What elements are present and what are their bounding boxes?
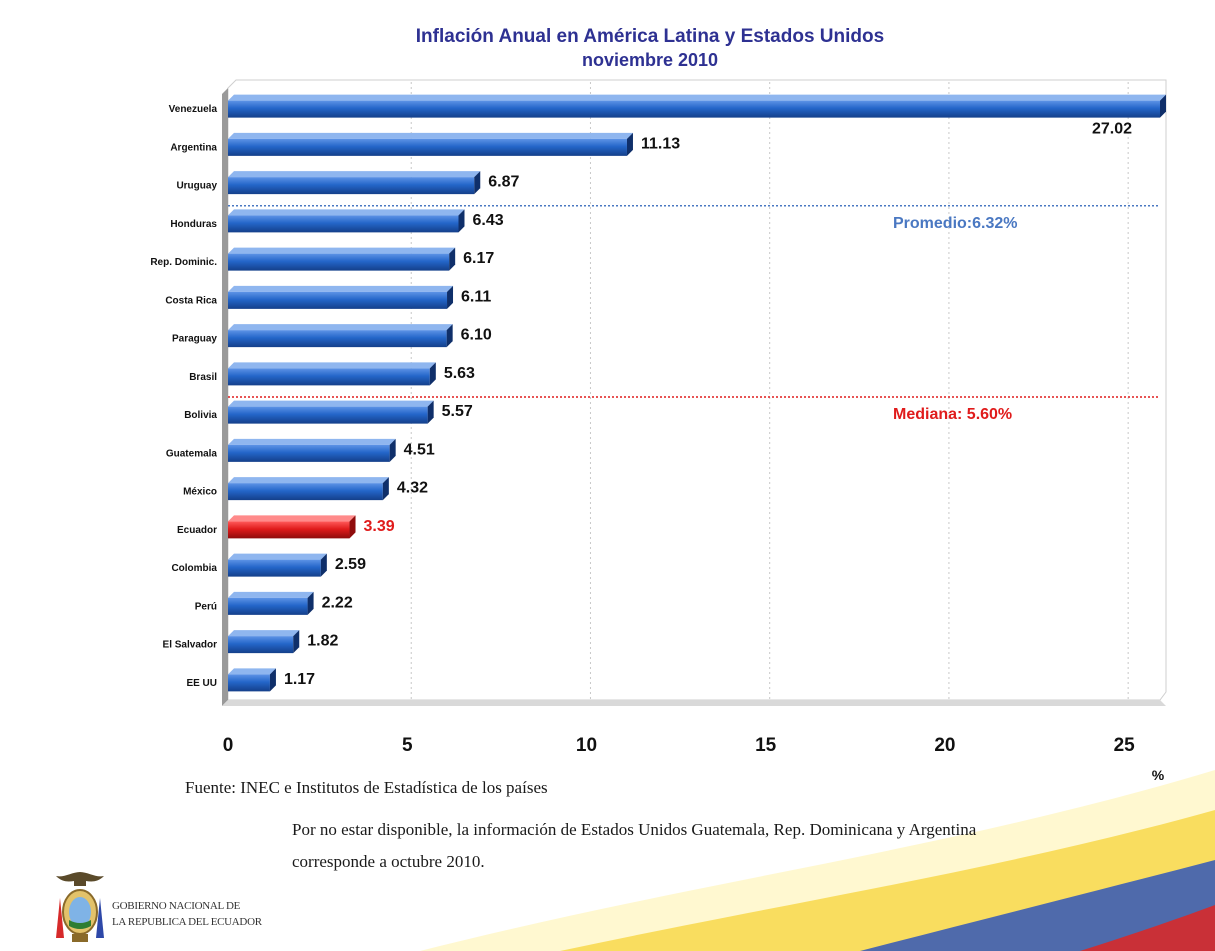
bar-ee-uu — [228, 668, 276, 692]
value-label: 6.17 — [463, 250, 494, 267]
category-label: Paraguay — [172, 334, 217, 345]
value-label: 6.11 — [461, 288, 491, 305]
value-label: 6.43 — [472, 212, 503, 229]
category-label: Colombia — [171, 563, 217, 574]
government-name-line2: LA REPUBLICA DEL ECUADOR — [112, 916, 262, 928]
x-axis-unit-label: % — [1152, 767, 1165, 783]
availability-note-line2: corresponde a octubre 2010. — [292, 852, 485, 871]
value-label: 2.59 — [335, 556, 366, 573]
category-label: El Salvador — [163, 640, 218, 651]
chart-subtitle: noviembre 2010 — [581, 50, 719, 70]
bar-honduras — [228, 209, 465, 233]
bar-guatemala — [228, 438, 396, 462]
axis-side-wall — [222, 88, 228, 706]
category-label: EE UU — [186, 678, 217, 689]
category-label: Guatemala — [166, 448, 218, 459]
value-label: 4.32 — [397, 480, 428, 497]
bar-costa-rica — [228, 285, 454, 309]
x-tick-labels: 0 5 10 15 20 25 — [223, 735, 1135, 756]
reference-line-label: Mediana: 5.60% — [893, 406, 1012, 423]
x-tick-label: 5 — [402, 735, 413, 756]
value-label: 3.39 — [364, 518, 395, 535]
value-label: 1.17 — [284, 671, 315, 688]
source-note: Fuente: INEC e Institutos de Estadística… — [185, 778, 548, 797]
x-tick-label: 25 — [1114, 735, 1136, 756]
category-label: Costa Rica — [165, 295, 217, 306]
value-label: 2.22 — [322, 594, 353, 611]
x-tick-label: 0 — [223, 735, 234, 756]
availability-note-line1: Por no estar disponible, la información … — [292, 820, 977, 839]
category-label: Perú — [195, 601, 217, 612]
value-labels: 27.02 11.13 6.87 6.43 6.17 6.11 6.10 5.63 5.57 4.… — [284, 121, 1132, 688]
value-label: 6.10 — [461, 327, 492, 344]
reference-line-label: Promedio:6.32% — [893, 215, 1017, 232]
category-label: Rep. Dominic. — [150, 257, 217, 268]
value-label: 5.57 — [442, 403, 473, 420]
bar-paraguay — [228, 324, 453, 348]
chart-title: Inflación Anual en América Latina y Esta… — [415, 26, 885, 47]
value-label: 27.02 — [1092, 121, 1132, 138]
bar-bolivia — [228, 400, 434, 424]
x-tick-label: 10 — [576, 735, 597, 756]
bar-uruguay — [228, 171, 481, 195]
category-label: Argentina — [170, 142, 217, 153]
bar-venezuela — [228, 94, 1166, 118]
reference-lines: Promedio:6.32% Mediana: 5.60% — [228, 205, 1160, 423]
x-tick-label: 20 — [934, 735, 955, 756]
value-label: 4.51 — [404, 441, 435, 458]
bar-colombia — [228, 553, 327, 577]
bar-m-xico — [228, 477, 389, 501]
category-labels: Venezuela Argentina Uruguay Honduras Rep. Do… — [150, 104, 217, 689]
category-label: Bolivia — [184, 410, 217, 421]
bar-rep-dominic- — [228, 247, 456, 271]
category-label: Ecuador — [177, 525, 217, 536]
bar-ecuador — [228, 515, 356, 539]
axis-floor — [222, 700, 1166, 706]
bar-argentina — [228, 132, 633, 156]
ecuador-coat-of-arms-logo — [56, 872, 104, 942]
value-label: 1.82 — [307, 633, 338, 650]
value-label: 6.87 — [488, 174, 519, 191]
category-label: Venezuela — [169, 104, 218, 115]
category-label: México — [183, 487, 217, 498]
inflation-bar-chart: Promedio:6.32% Mediana: 5.60% 27.02 11.13 6… — [150, 79, 1167, 783]
value-label: 11.13 — [641, 135, 680, 152]
bar-el-salvador — [228, 630, 300, 654]
gridlines — [410, 82, 1129, 700]
x-tick-label: 15 — [755, 735, 777, 756]
bars — [228, 94, 1166, 692]
category-label: Brasil — [189, 372, 217, 383]
category-label: Uruguay — [176, 181, 217, 192]
bar-brasil — [228, 362, 436, 386]
government-name-line1: GOBIERNO NACIONAL DE — [112, 900, 241, 912]
bar-per- — [228, 591, 314, 615]
value-label: 5.63 — [444, 365, 475, 382]
category-label: Honduras — [170, 219, 217, 230]
